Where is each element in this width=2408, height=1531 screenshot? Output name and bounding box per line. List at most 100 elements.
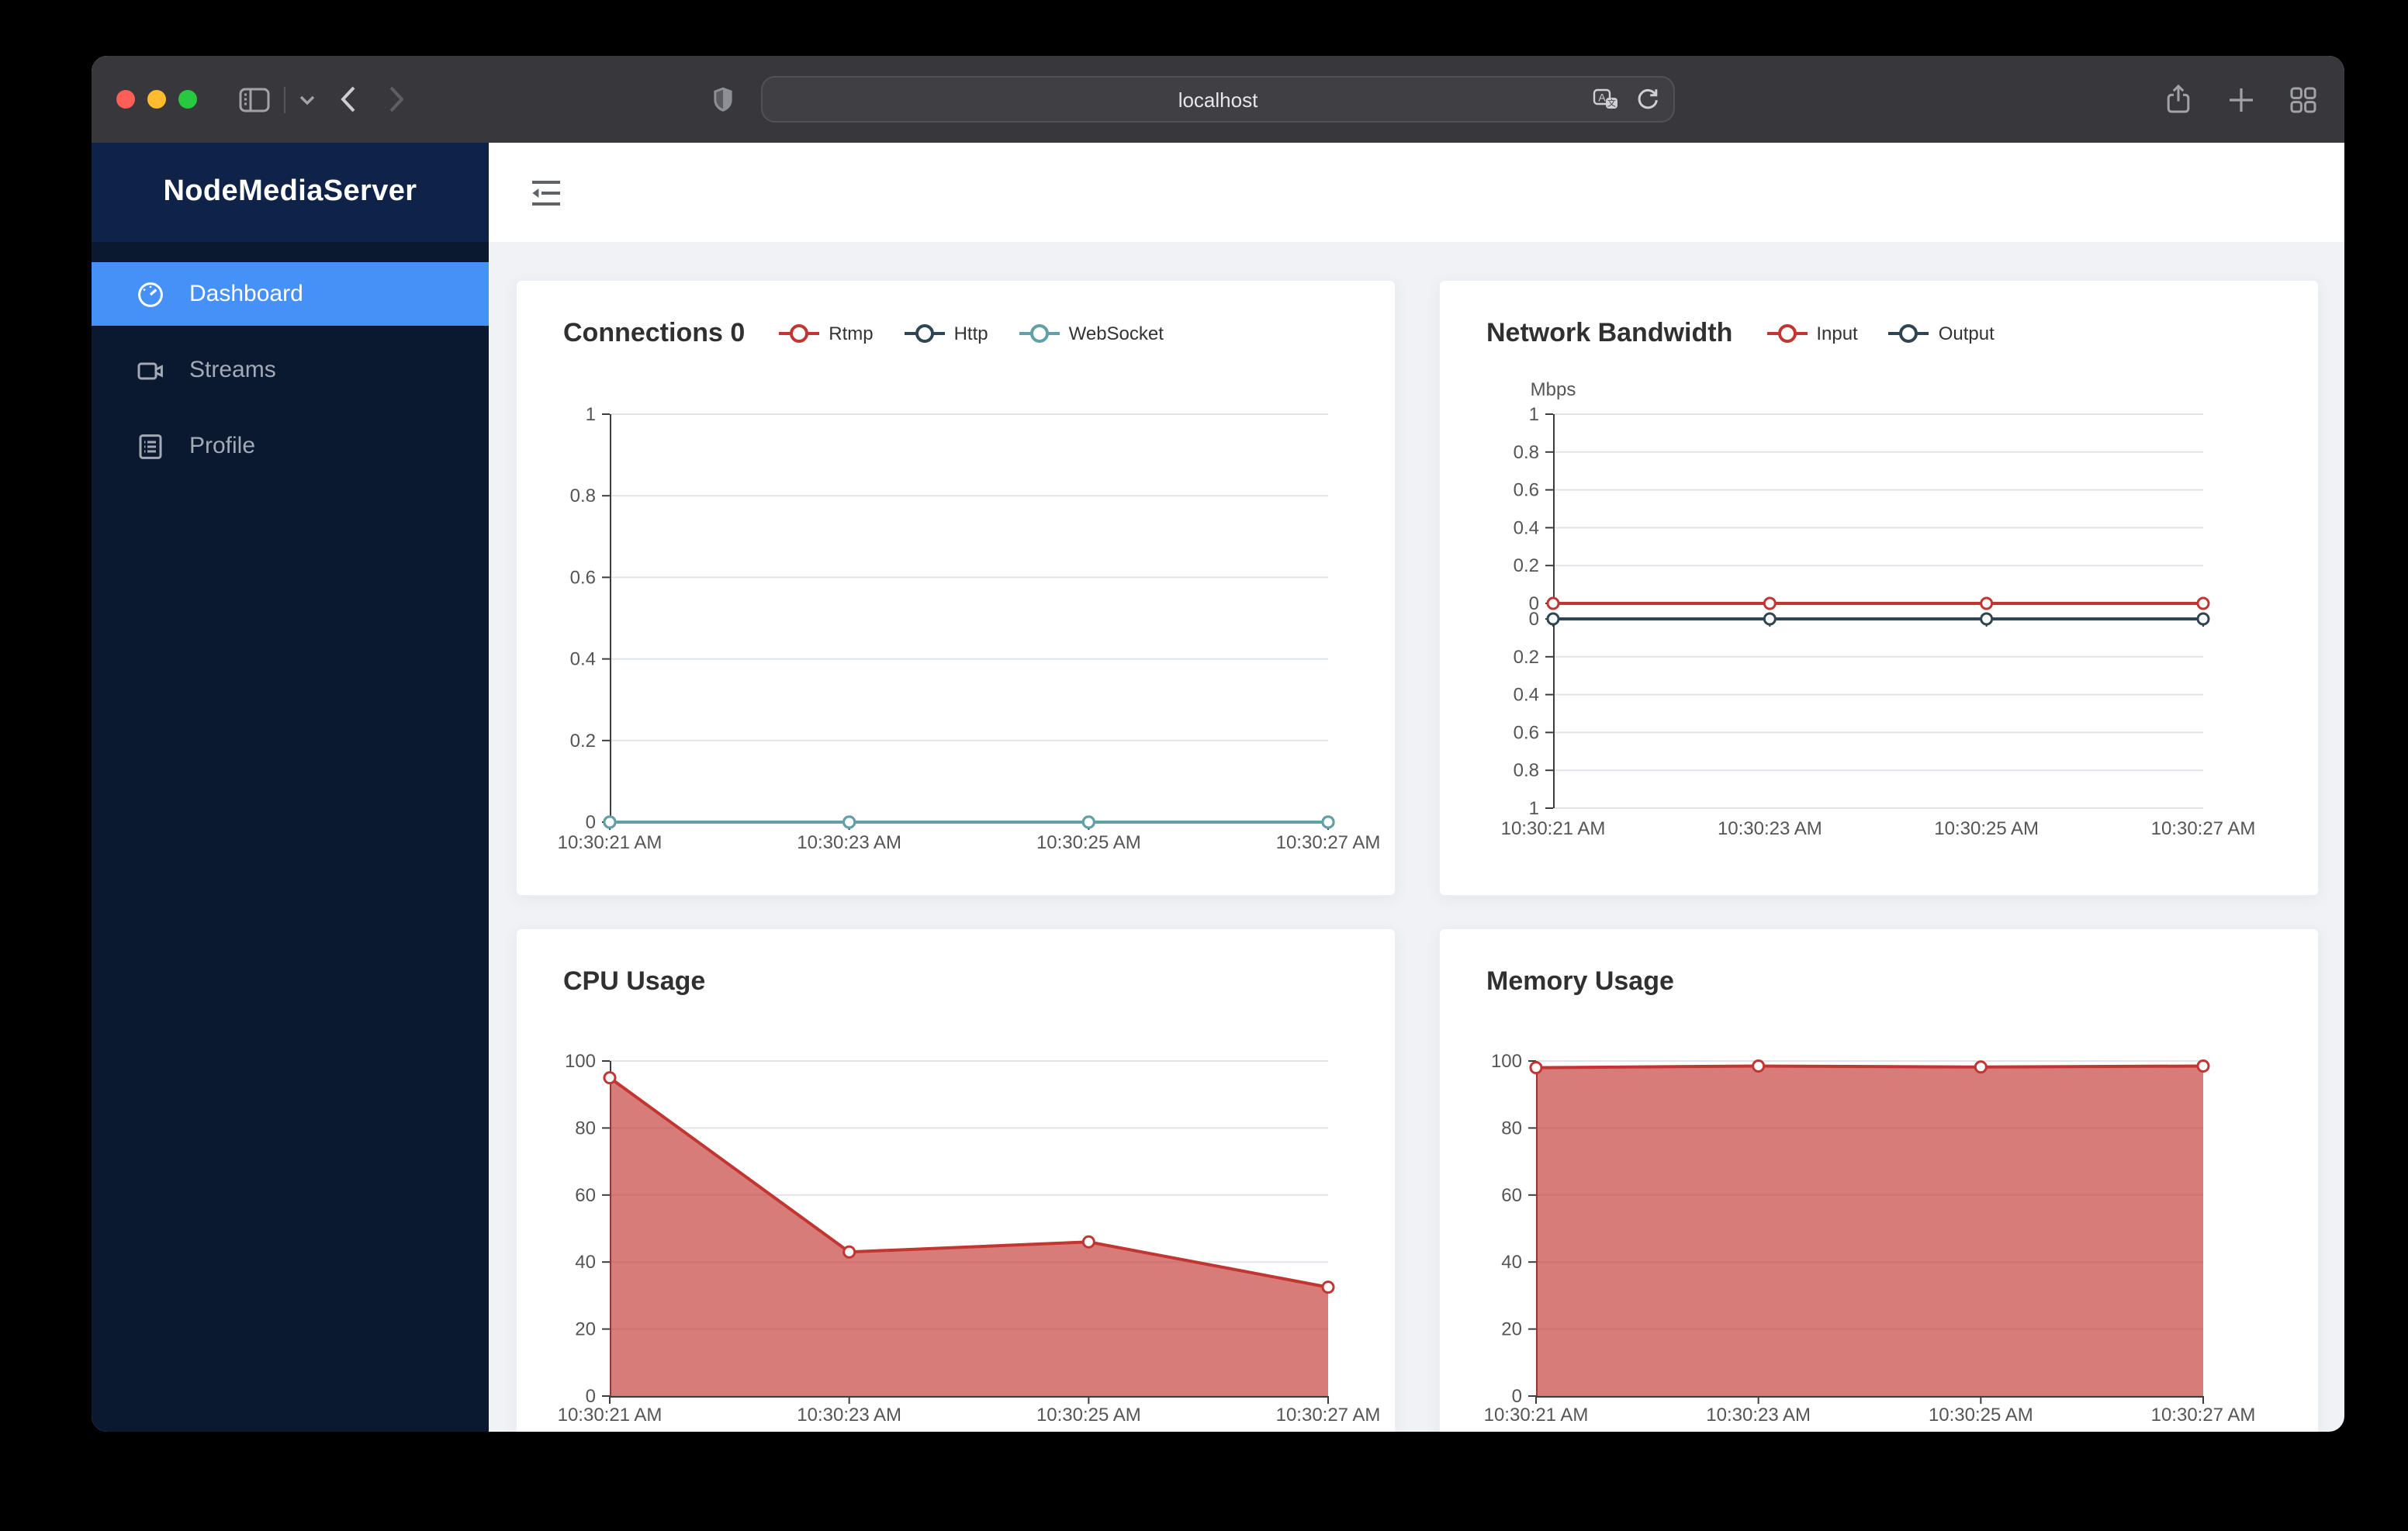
sidebar-item-dashboard[interactable]: Dashboard: [92, 262, 489, 326]
memory-usage-card: Memory Usage 0 20 40 60 80 100 10:30:21 AM 10:3…: [1438, 928, 2320, 1432]
main-content: Connections 0 Rtmp Http WebSocket 0 0.2 0.4 0…: [489, 143, 2344, 1432]
address-text: localhost: [1178, 88, 1258, 111]
svg-text:0: 0: [1529, 593, 1539, 614]
svg-text:0.4: 0.4: [1514, 517, 1539, 538]
chart-title: Connections 0: [563, 318, 746, 347]
sidebar-item-streams[interactable]: Streams: [92, 338, 489, 402]
memory-usage-chart: 0 20 40 60 80 100 10:30:21 AM 10:30:23 AM 10:30:…: [1484, 1051, 2256, 1426]
svg-text:0.8: 0.8: [1514, 760, 1539, 781]
close-window-button[interactable]: [116, 90, 135, 109]
chart-title: Memory Usage: [1486, 966, 1674, 996]
dashboard-grid: Connections 0 Rtmp Http WebSocket 0 0.2 0.4 0…: [489, 242, 2344, 1432]
legend-item-output[interactable]: Output: [1888, 323, 1995, 344]
svg-text:文: 文: [1607, 97, 1616, 108]
cpu-usage-chart: 0 20 40 60 80 100 10:30:21 AM 10:30:23 AM 10:30:…: [558, 1051, 1381, 1426]
svg-text:40: 40: [575, 1252, 596, 1273]
svg-text:0.4: 0.4: [1514, 685, 1539, 706]
video-camera-icon: [137, 356, 164, 384]
svg-text:20: 20: [575, 1319, 596, 1340]
traffic-lights: [116, 90, 197, 109]
browser-toolbar: localhost A 文: [92, 56, 2344, 143]
app-title: NodeMediaServer: [92, 143, 489, 242]
svg-text:0.8: 0.8: [1514, 442, 1539, 463]
svg-text:10:30:23 AM: 10:30:23 AM: [797, 832, 901, 853]
tab-overview-icon[interactable]: [2290, 86, 2316, 112]
svg-text:10:30:27 AM: 10:30:27 AM: [2151, 1405, 2256, 1426]
svg-text:10:30:27 AM: 10:30:27 AM: [1276, 1405, 1381, 1426]
svg-text:10:30:27 AM: 10:30:27 AM: [1276, 832, 1381, 853]
svg-text:0.6: 0.6: [570, 567, 596, 588]
sidebar-menu: Dashboard Streams: [92, 242, 489, 478]
chart-legend: Input Output: [1766, 323, 1995, 344]
translate-icon[interactable]: A 文: [1593, 88, 1619, 111]
svg-text:0.2: 0.2: [570, 731, 596, 752]
legend-item-input[interactable]: Input: [1766, 323, 1858, 344]
sidebar-item-label: Dashboard: [189, 281, 303, 307]
svg-text:20: 20: [1501, 1319, 1522, 1340]
svg-text:60: 60: [1501, 1185, 1522, 1206]
connections-chart: 0 0.2 0.4 0.6 0.8 1 10:30:21 AM 10:30:23 AM 10:3…: [558, 404, 1381, 853]
toolbar-divider: [284, 86, 285, 112]
reload-icon[interactable]: [1636, 87, 1659, 112]
svg-text:10:30:23 AM: 10:30:23 AM: [797, 1405, 901, 1426]
minimize-window-button[interactable]: [147, 90, 166, 109]
chart-title: CPU Usage: [563, 966, 706, 996]
content-header: [489, 143, 2344, 242]
cpu-usage-card: CPU Usage 0 20 40 60 80 100 10:30:21 AM 10:30:2…: [515, 928, 1396, 1432]
svg-text:40: 40: [1501, 1252, 1522, 1273]
svg-text:60: 60: [575, 1185, 596, 1206]
svg-text:1: 1: [586, 404, 596, 425]
network-bandwidth-chart: Mbps10.80.60.40.2000.20.40.60.8110:30:21…: [1501, 379, 2256, 839]
svg-text:0: 0: [1512, 1386, 1522, 1407]
svg-text:10:30:27 AM: 10:30:27 AM: [2151, 818, 2256, 839]
forward-button[interactable]: [388, 85, 405, 113]
network-bandwidth-card: Network Bandwidth Input Output Mbps 1 0.8 0.…: [1438, 279, 2320, 897]
svg-text:1: 1: [1529, 404, 1539, 425]
chart-title: Network Bandwidth: [1486, 318, 1733, 347]
svg-text:0.2: 0.2: [1514, 647, 1539, 668]
address-bar[interactable]: localhost A 文: [761, 76, 1675, 123]
svg-text:10:30:25 AM: 10:30:25 AM: [1036, 1405, 1141, 1426]
svg-text:0.6: 0.6: [1514, 722, 1539, 743]
svg-text:10:30:25 AM: 10:30:25 AM: [1934, 818, 2039, 839]
legend-item-http[interactable]: Http: [904, 323, 988, 344]
document-list-icon: [137, 432, 164, 460]
sidebar-item-label: Streams: [189, 357, 276, 383]
svg-text:10:30:21 AM: 10:30:21 AM: [1501, 818, 1606, 839]
svg-text:Mbps: Mbps: [1531, 379, 1576, 400]
sidebar-item-profile[interactable]: Profile: [92, 414, 489, 478]
privacy-shield-icon[interactable]: [712, 86, 734, 112]
share-icon[interactable]: [2164, 84, 2192, 115]
legend-item-rtmp[interactable]: Rtmp: [779, 323, 874, 344]
svg-text:10:30:21 AM: 10:30:21 AM: [558, 1405, 663, 1426]
sidebar: NodeMediaServer Dashboard: [92, 143, 489, 1432]
sidebar-item-label: Profile: [189, 433, 256, 459]
chart-legend: Rtmp Http WebSocket: [779, 323, 1164, 344]
sidebar-panel-icon[interactable]: [239, 86, 270, 112]
browser-window: localhost A 文: [92, 56, 2344, 1432]
svg-text:100: 100: [1491, 1051, 1522, 1072]
svg-text:80: 80: [575, 1118, 596, 1139]
toolbar-right-group: [2164, 56, 2316, 143]
menu-fold-icon[interactable]: [529, 178, 563, 207]
svg-text:10:30:21 AM: 10:30:21 AM: [558, 832, 663, 853]
svg-text:10:30:23 AM: 10:30:23 AM: [1718, 818, 1822, 839]
svg-text:0: 0: [586, 812, 596, 833]
svg-text:0.8: 0.8: [570, 486, 596, 506]
svg-text:10:30:25 AM: 10:30:25 AM: [1929, 1405, 2033, 1426]
svg-text:0: 0: [586, 1386, 596, 1407]
svg-text:0: 0: [1529, 609, 1539, 630]
zoom-window-button[interactable]: [178, 90, 197, 109]
svg-text:0.6: 0.6: [1514, 480, 1539, 501]
svg-text:A: A: [1598, 90, 1606, 102]
svg-text:1: 1: [1529, 798, 1539, 819]
legend-item-websocket[interactable]: WebSocket: [1019, 323, 1164, 344]
back-button[interactable]: [340, 85, 357, 113]
svg-text:10:30:21 AM: 10:30:21 AM: [1484, 1405, 1589, 1426]
svg-text:0.4: 0.4: [570, 649, 596, 670]
new-tab-icon[interactable]: [2228, 86, 2254, 112]
connections-card: Connections 0 Rtmp Http WebSocket 0 0.2 0.4 0…: [515, 279, 1396, 897]
chevron-down-icon[interactable]: [299, 94, 315, 105]
svg-text:10:30:25 AM: 10:30:25 AM: [1036, 832, 1141, 853]
